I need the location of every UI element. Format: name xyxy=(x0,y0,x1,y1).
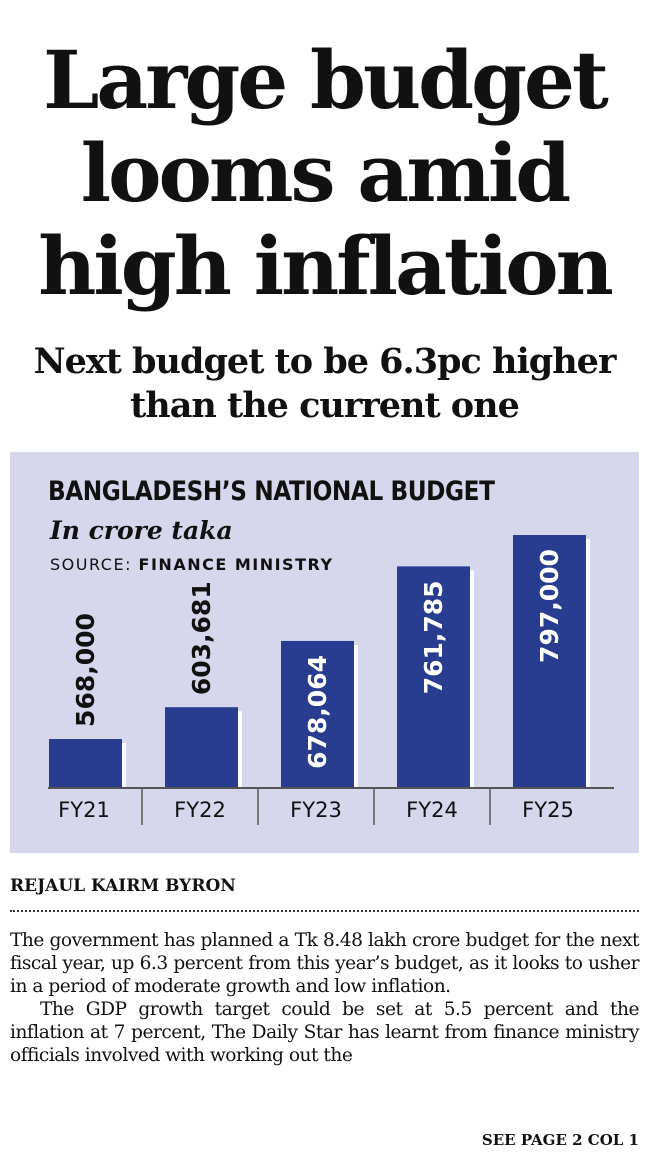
category-label: FY23 xyxy=(290,798,342,822)
subheadline-line: than the current one xyxy=(130,385,520,426)
article-body: The government has planned a Tk 8.48 lak… xyxy=(10,929,640,1067)
bar-fy21 xyxy=(49,739,122,787)
bar-edge-highlight xyxy=(238,711,242,787)
chart-unit: In crore taka xyxy=(50,516,233,545)
chart-title: BANGLADESH’S NATIONAL BUDGET xyxy=(48,476,495,507)
subheadline: Next budget to be 6.3pc higher than the … xyxy=(0,340,649,428)
category-label: FY21 xyxy=(58,798,110,822)
budget-chart: BANGLADESH’S NATIONAL BUDGET In crore ta… xyxy=(10,452,639,853)
bar-edge-highlight xyxy=(470,570,474,787)
dotted-divider xyxy=(10,910,639,912)
body-paragraph: The government has planned a Tk 8.48 lak… xyxy=(10,930,640,997)
category-label: FY25 xyxy=(522,798,574,822)
headline-line: high inflation xyxy=(38,219,614,313)
headline: Large budget looms amid high inflation xyxy=(0,34,649,313)
bar-edge-highlight xyxy=(586,539,590,787)
chart-source-name: FINANCE MINISTRY xyxy=(138,555,334,574)
bar-edge-highlight xyxy=(354,644,358,787)
bar-fy25 xyxy=(513,535,586,787)
category-label: FY22 xyxy=(174,798,226,822)
bar-value-label: 761,785 xyxy=(419,580,448,694)
chart-source: SOURCE: FINANCE MINISTRY xyxy=(50,555,334,574)
bar-fy22 xyxy=(165,707,238,787)
category-label: FY24 xyxy=(406,798,458,822)
bar-value-label: 603,681 xyxy=(187,581,216,695)
bar-value-label: 568,000 xyxy=(71,613,100,727)
bar-chart-plot: 568,000 FY21 603,681 FY22 678,064 FY23 761,785… xyxy=(48,535,614,825)
bar-fy23 xyxy=(281,640,354,787)
byline: REJAUL KAIRM BYRON xyxy=(10,876,236,896)
headline-line: looms amid xyxy=(80,126,571,220)
bar-edge-highlight xyxy=(122,743,126,787)
subheadline-line: Next budget to be 6.3pc higher xyxy=(33,341,617,382)
bar-fy24 xyxy=(397,566,470,787)
chart-source-label: SOURCE: xyxy=(50,555,132,574)
headline-line: Large budget xyxy=(43,33,609,127)
bar-value-label: 797,000 xyxy=(535,549,564,663)
jump-line: SEE PAGE 2 COL 1 xyxy=(481,1131,639,1149)
body-paragraph: The GDP growth target could be set at 5.… xyxy=(10,999,640,1066)
bar-value-label: 678,064 xyxy=(303,655,332,769)
